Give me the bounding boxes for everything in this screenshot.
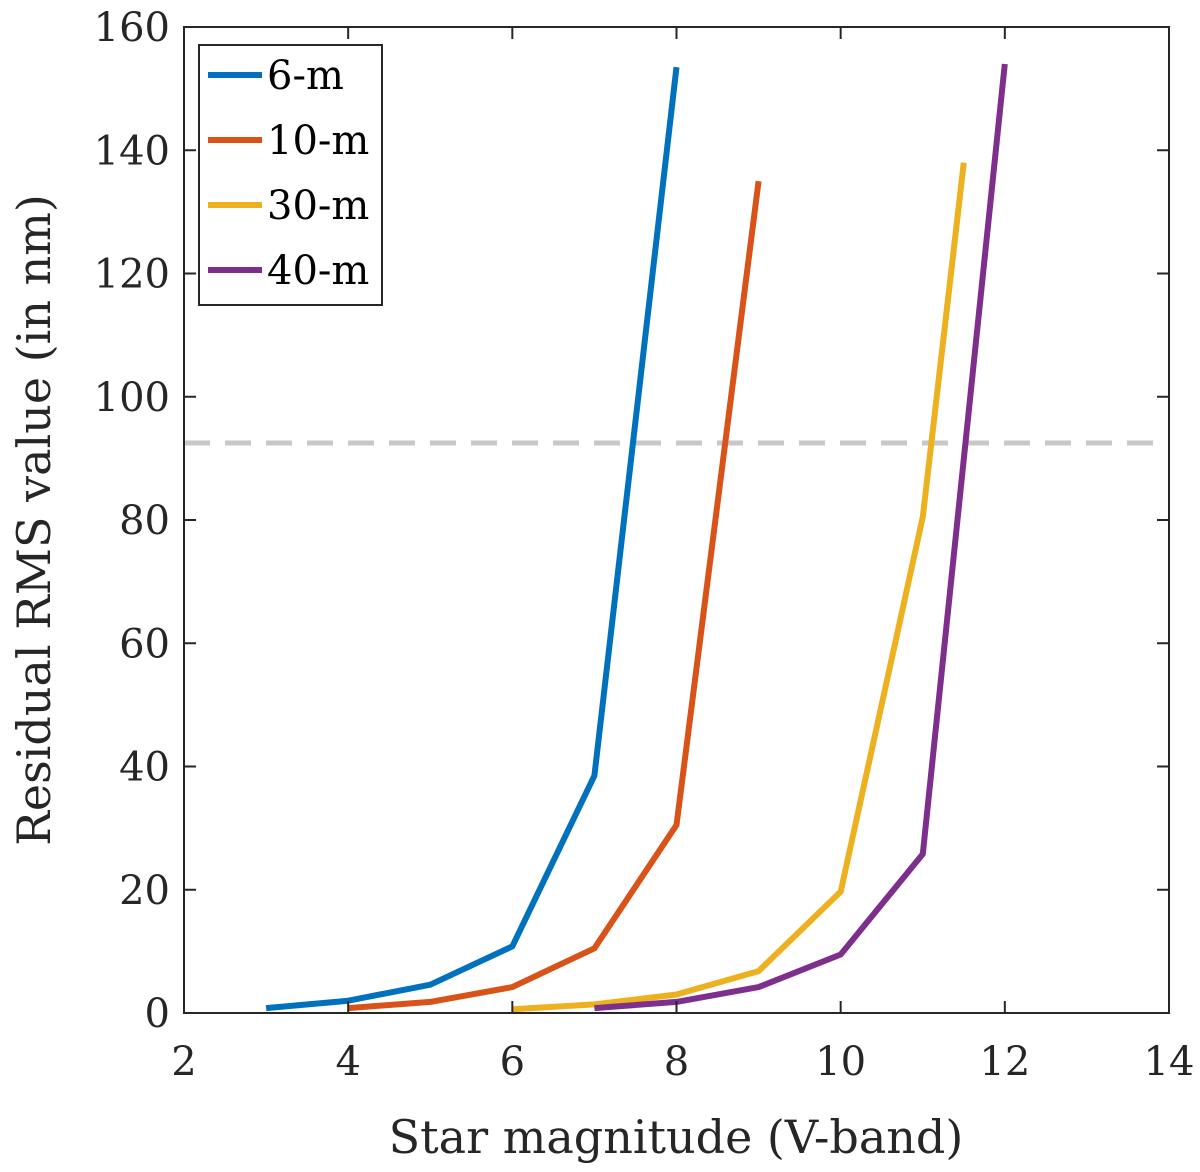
y-tick-label: 100 <box>94 375 170 421</box>
y-axis-title: Residual RMS value (in nm) <box>7 194 61 846</box>
series-line-40-m <box>594 63 1008 1012</box>
x-tick-label: 4 <box>335 1039 360 1085</box>
x-tick-label: 14 <box>1144 1039 1195 1085</box>
y-tick-label: 40 <box>119 745 170 791</box>
series-line-10-m <box>347 180 762 1012</box>
series-line-6-m <box>265 66 680 1012</box>
legend-label-40-m: 40-m <box>267 248 369 294</box>
series-line-30-m <box>512 162 967 1013</box>
legend-box <box>198 44 383 306</box>
x-tick-label: 8 <box>664 1039 689 1085</box>
x-tick-label: 10 <box>815 1039 866 1085</box>
legend-label-10-m: 10-m <box>267 118 369 164</box>
x-tick-label: 6 <box>500 1039 525 1085</box>
x-tick-label: 12 <box>979 1039 1030 1085</box>
y-tick-label: 0 <box>145 991 170 1037</box>
y-tick-label: 160 <box>94 5 170 51</box>
y-tick-label: 120 <box>94 252 170 298</box>
x-axis-title: Star magnitude (V-band) <box>389 1110 964 1164</box>
y-tick-label: 60 <box>119 621 170 667</box>
legend-label-30-m: 30-m <box>267 183 369 229</box>
x-tick-label: 2 <box>171 1039 196 1085</box>
y-tick-label: 20 <box>119 868 170 914</box>
y-tick-label: 80 <box>119 498 170 544</box>
legend-label-6-m: 6-m <box>267 53 344 99</box>
y-tick-label: 140 <box>94 128 170 174</box>
